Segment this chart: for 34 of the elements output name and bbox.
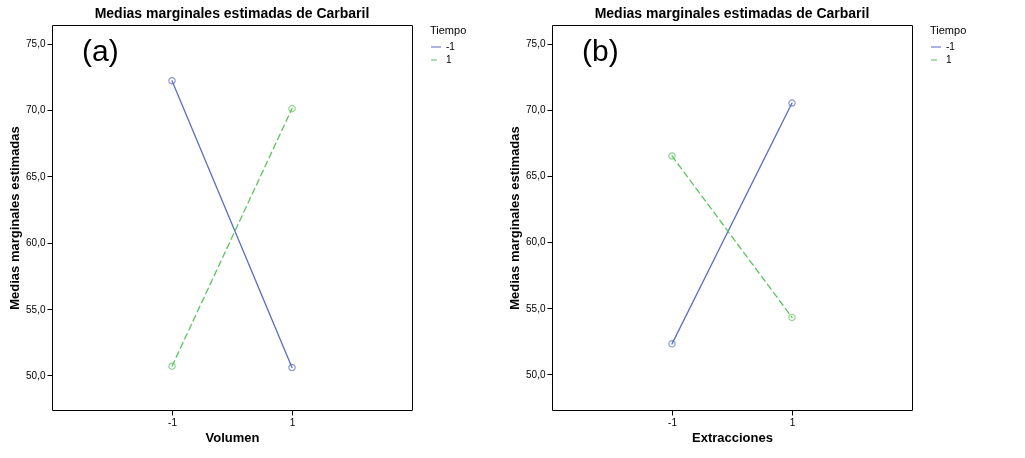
annotation: (b) — [582, 34, 619, 67]
x-axis-title: Volumen — [205, 429, 260, 445]
legend-label: -1 — [446, 41, 456, 52]
point — [288, 104, 296, 113]
y-tick-label: 65,0 — [26, 170, 46, 182]
y-tick-label: 75,0 — [26, 38, 46, 50]
y-tick-label: 70,0 — [526, 104, 546, 116]
y-tick-label: 55,0 — [26, 303, 46, 315]
x-tick-label: 1 — [789, 416, 796, 428]
y-axis-title: Medias marginales estimadas — [7, 126, 23, 310]
y-tick-label: 75,0 — [526, 38, 546, 50]
y-tick-label: 60,0 — [526, 236, 546, 248]
y-tick-label: 50,0 — [526, 368, 546, 380]
y-tick-label: 60,0 — [26, 237, 46, 249]
x-tick-label: -1 — [668, 416, 678, 428]
legend-label: -1 — [946, 41, 956, 52]
x-tick-label: 1 — [289, 416, 296, 428]
y-tick-label: 70,0 — [26, 104, 46, 116]
chart-title: Medias marginales estimadas de Carbaril — [594, 5, 870, 21]
legend-label: 1 — [446, 54, 452, 65]
annotation: (a) — [82, 34, 119, 67]
legend-title: Tiempo — [430, 24, 467, 36]
legend-label: 1 — [946, 54, 952, 65]
x-tick-label: -1 — [168, 416, 178, 428]
chart-title: Medias marginales estimadas de Carbaril — [94, 5, 370, 21]
y-tick-label: 65,0 — [526, 170, 546, 182]
y-axis-title: Medias marginales estimadas — [507, 126, 523, 310]
legend-title: Tiempo — [930, 24, 967, 36]
y-tick-label: 55,0 — [526, 302, 546, 314]
x-axis-title: Extracciones — [692, 429, 773, 445]
point — [668, 152, 676, 160]
point — [168, 362, 176, 370]
y-tick-label: 50,0 — [26, 369, 46, 381]
point — [788, 313, 796, 322]
